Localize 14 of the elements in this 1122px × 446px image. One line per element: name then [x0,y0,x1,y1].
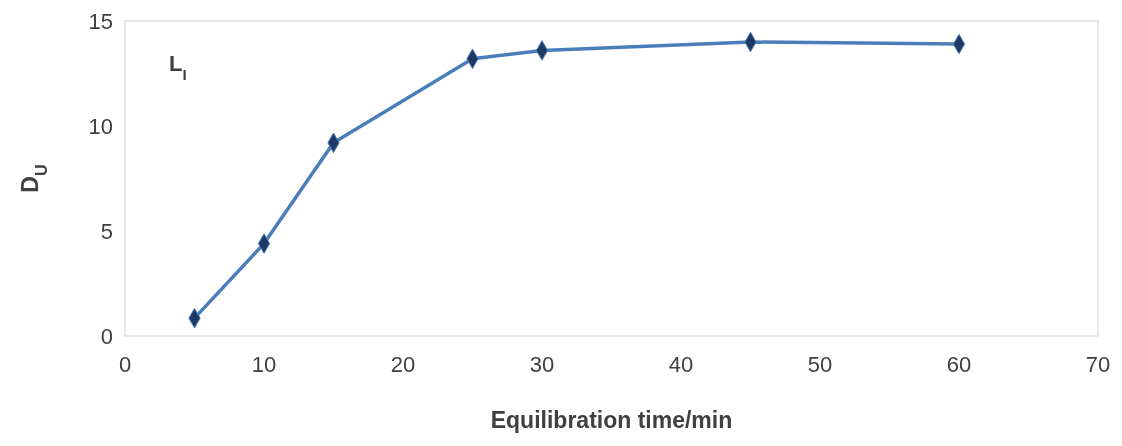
x-tick-label: 0 [118,351,132,377]
y-tick-label: 10 [88,113,113,139]
x-tick-label: 50 [807,351,833,377]
y-tick-label: 15 [88,8,113,34]
annotation: L$_{I}$ [169,51,187,83]
x-tick-label: 10 [251,351,277,377]
x-tick-label: 60 [946,351,972,377]
x-tick-label: 20 [390,351,416,377]
y-tick-label: 5 [100,218,113,244]
x-tick-label: 40 [668,351,694,377]
x-axis-title: Equilibration time/min [490,407,733,433]
y-tick-label: 0 [100,323,113,349]
x-tick-label: 70 [1085,351,1111,377]
x-tick-label: 30 [529,351,555,377]
